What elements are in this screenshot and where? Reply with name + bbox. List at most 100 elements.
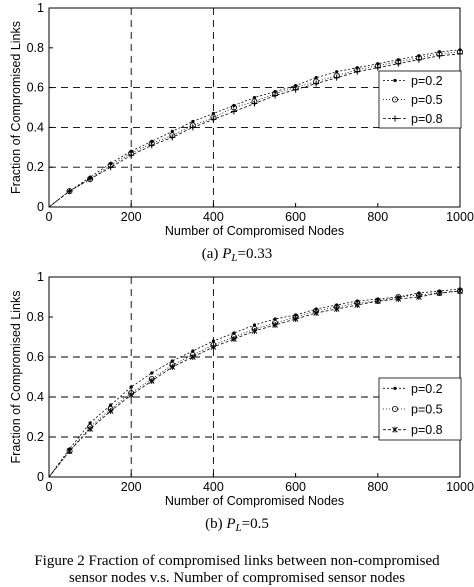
data-point: [354, 302, 361, 308]
data-point: [190, 354, 196, 360]
x-tick-label: 1000: [446, 480, 474, 494]
data-point: [273, 317, 277, 321]
data-point: [333, 74, 340, 81]
data-point: [210, 116, 217, 123]
legend-marker: [391, 96, 398, 103]
figure-caption-line-1: Figure 2 Fraction of compromised links b…: [34, 553, 440, 569]
legend-marker: [391, 405, 398, 412]
x-tick-label: 200: [121, 480, 142, 494]
y-tick-label: 0.2: [27, 160, 44, 174]
y-tick-label: 0.6: [27, 81, 44, 95]
y-tick-label: 0.4: [27, 390, 44, 404]
data-point: [436, 52, 443, 59]
data-point: [66, 448, 73, 454]
series-line: [48, 49, 461, 208]
x-tick-label: 1000: [446, 210, 474, 224]
y-tick-label: 0.8: [27, 41, 44, 55]
figure-caption-line-2: sensor nodes v.s. Number of compromised …: [68, 570, 406, 586]
data-point: [292, 86, 299, 93]
x-tick-label: 0: [46, 480, 53, 494]
data-point: [232, 331, 236, 335]
data-point: [210, 344, 217, 350]
chart-panel-b: 0 200 400 600 800 1000 0 0.2 0.4 0.6 0.8 1 Number of…: [9, 270, 474, 534]
data-point: [169, 134, 176, 141]
data-point: [436, 290, 443, 296]
data-point: [395, 60, 402, 67]
data-point: [415, 56, 422, 63]
data-point: [231, 336, 237, 342]
figure-caption: Figure 2 Fraction of compromised links b…: [0, 553, 474, 587]
data-point: [230, 108, 237, 115]
data-point: [374, 64, 381, 71]
data-point: [128, 392, 135, 398]
legend-entry: p=0.2: [411, 74, 443, 88]
y-tick-label: 1: [37, 1, 44, 15]
data-point: [251, 328, 258, 334]
data-point: [189, 124, 196, 131]
data-point: [148, 378, 155, 384]
data-point: [457, 50, 463, 57]
data-point: [170, 129, 174, 133]
data-point: [252, 95, 257, 100]
y-tick-label: 0.4: [27, 120, 44, 134]
data-point: [313, 80, 320, 87]
legend-marker: [393, 78, 397, 83]
data-point: [251, 100, 258, 107]
y-axis-label: Fraction of Compromised Links: [9, 21, 23, 194]
data-point: [107, 164, 114, 171]
x-tick-label: 400: [203, 480, 224, 494]
x-tick-label: 800: [367, 480, 388, 494]
data-point: [252, 323, 257, 327]
data-point: [87, 426, 93, 432]
data-point: [170, 359, 174, 363]
data-point: [169, 364, 176, 370]
legend-entry: p=0.2: [411, 382, 443, 396]
data-point: [335, 70, 339, 74]
y-axis-label: Fraction of Compromised Links: [9, 291, 23, 464]
chart-panel-a: 0 200 400 600 800 1000 0 0.2 0.4 0.6 0.8 1 Number of…: [9, 1, 474, 264]
legend-entry: p=0.5: [411, 93, 443, 107]
y-tick-label: 1: [37, 270, 44, 284]
x-tick-label: 400: [203, 210, 224, 224]
data-point: [272, 322, 278, 328]
x-tick-label: 0: [46, 210, 53, 224]
x-tick-label: 600: [285, 210, 306, 224]
sub-caption: (b) PL=0.5: [205, 516, 269, 534]
data-point: [148, 142, 155, 149]
x-axis-label: Number of Compromised Nodes: [165, 224, 344, 238]
data-point: [314, 76, 318, 80]
data-point: [313, 310, 319, 316]
x-tick-label: 200: [121, 210, 142, 224]
y-tick-label: 0.8: [27, 310, 44, 324]
y-tick-label: 0: [37, 470, 44, 484]
data-point: [87, 176, 94, 183]
data-point: [109, 403, 113, 407]
data-point: [88, 421, 92, 425]
legend-marker: [392, 115, 398, 122]
x-axis-label: Number of Compromised Nodes: [165, 494, 344, 508]
data-point: [395, 296, 402, 302]
legend-marker: [392, 426, 398, 433]
series-p=0.8: [48, 288, 463, 478]
data-point: [211, 111, 215, 116]
data-point: [128, 152, 135, 159]
legend: p=0.2 p=0.5 p=0.8: [378, 70, 462, 129]
data-point: [66, 188, 73, 195]
x-tick-label: 800: [367, 210, 388, 224]
data-point: [292, 316, 299, 322]
data-point: [191, 119, 195, 124]
legend-entry: p=0.8: [411, 112, 443, 126]
data-point: [150, 371, 154, 375]
data-point: [191, 349, 195, 353]
legend: p=0.2 p=0.5 p=0.8: [378, 377, 462, 441]
data-point: [211, 339, 215, 343]
y-tick-label: 0.2: [27, 430, 44, 444]
data-point: [374, 298, 381, 304]
data-point: [107, 408, 114, 414]
legend-marker: [393, 386, 397, 390]
data-point: [333, 306, 340, 312]
data-point: [272, 92, 279, 99]
y-tick-label: 0: [37, 200, 44, 214]
legend-entry: p=0.5: [411, 403, 443, 417]
